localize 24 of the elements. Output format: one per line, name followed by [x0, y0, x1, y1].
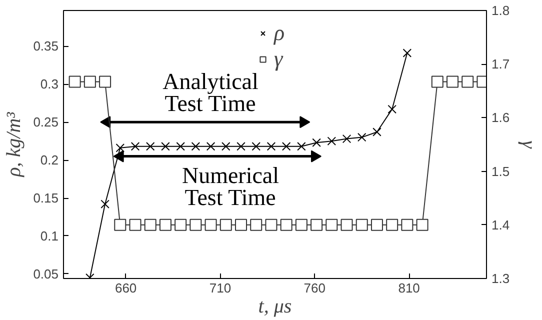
y2-tick-label: 1.6	[492, 110, 510, 126]
x-axis-title: t, μs	[258, 296, 292, 318]
y2-tick-label: 1.3	[492, 271, 510, 286]
x-tick-label: 710	[209, 280, 232, 296]
y-tick-label: 0.35	[33, 38, 59, 54]
y2-tick-label: 1.8	[492, 3, 510, 18]
x-tick-label: 760	[304, 280, 326, 296]
legend-label: ρ	[274, 20, 286, 46]
x-tick-label: 660	[114, 280, 137, 296]
y-tick-label: 0.05	[33, 266, 59, 282]
x-tick-label: 810	[398, 280, 420, 296]
y-tick-label: 0.25	[33, 114, 59, 130]
y-tick-label: 0.15	[33, 190, 59, 206]
y-axis-title: ρ, kg/m³	[3, 111, 26, 178]
y-tick-label: 0.3	[40, 76, 59, 92]
y-tick-label: 0.1	[40, 228, 59, 244]
y2-tick-label: 1.4	[492, 217, 510, 232]
legend-label: γ	[274, 46, 284, 72]
y2-tick-label: 1.7	[492, 56, 510, 72]
y2-axis-title: γ	[518, 140, 540, 150]
annotation: Analytical Test Time	[162, 69, 258, 116]
annotation: Numerical Test Time	[182, 163, 280, 210]
y-tick-label: 0.2	[40, 152, 59, 168]
y2-tick-label: 1.5	[492, 164, 510, 179]
